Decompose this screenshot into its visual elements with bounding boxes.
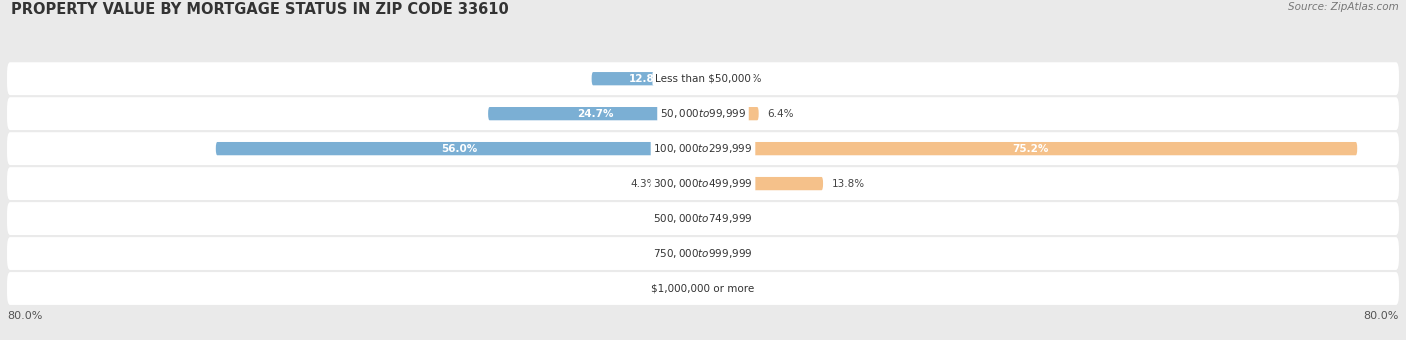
Text: $300,000 to $499,999: $300,000 to $499,999 xyxy=(654,177,752,190)
Text: 0.33%: 0.33% xyxy=(658,249,692,258)
Text: 2.7%: 2.7% xyxy=(735,74,762,84)
Text: 56.0%: 56.0% xyxy=(441,143,478,154)
Text: 6.4%: 6.4% xyxy=(768,109,794,119)
FancyBboxPatch shape xyxy=(7,132,1399,165)
FancyBboxPatch shape xyxy=(7,62,1399,95)
FancyBboxPatch shape xyxy=(703,107,759,120)
Text: Source: ZipAtlas.com: Source: ZipAtlas.com xyxy=(1288,2,1399,12)
FancyBboxPatch shape xyxy=(700,247,703,260)
Text: Less than $50,000: Less than $50,000 xyxy=(655,74,751,84)
FancyBboxPatch shape xyxy=(665,177,703,190)
FancyBboxPatch shape xyxy=(7,97,1399,130)
FancyBboxPatch shape xyxy=(703,212,716,225)
Text: PROPERTY VALUE BY MORTGAGE STATUS IN ZIP CODE 33610: PROPERTY VALUE BY MORTGAGE STATUS IN ZIP… xyxy=(11,2,509,17)
Text: $1,000,000 or more: $1,000,000 or more xyxy=(651,284,755,293)
Text: 12.8%: 12.8% xyxy=(630,74,665,84)
Text: 13.8%: 13.8% xyxy=(832,178,865,189)
Text: 0.41%: 0.41% xyxy=(716,284,748,293)
FancyBboxPatch shape xyxy=(215,142,703,155)
FancyBboxPatch shape xyxy=(7,202,1399,235)
Text: 80.0%: 80.0% xyxy=(1364,311,1399,321)
FancyBboxPatch shape xyxy=(592,72,703,85)
FancyBboxPatch shape xyxy=(488,107,703,120)
FancyBboxPatch shape xyxy=(703,142,1357,155)
FancyBboxPatch shape xyxy=(7,167,1399,200)
FancyBboxPatch shape xyxy=(7,237,1399,270)
Text: 80.0%: 80.0% xyxy=(7,311,42,321)
Text: 75.2%: 75.2% xyxy=(1012,143,1049,154)
FancyBboxPatch shape xyxy=(7,272,1399,305)
Text: $500,000 to $749,999: $500,000 to $749,999 xyxy=(654,212,752,225)
FancyBboxPatch shape xyxy=(703,72,727,85)
Text: 4.3%: 4.3% xyxy=(630,178,657,189)
FancyBboxPatch shape xyxy=(703,282,707,295)
Text: 0.16%: 0.16% xyxy=(659,284,693,293)
Text: $750,000 to $999,999: $750,000 to $999,999 xyxy=(654,247,752,260)
Text: $50,000 to $99,999: $50,000 to $99,999 xyxy=(659,107,747,120)
FancyBboxPatch shape xyxy=(703,177,823,190)
Text: 1.5%: 1.5% xyxy=(724,214,751,224)
FancyBboxPatch shape xyxy=(688,212,703,225)
Text: $100,000 to $299,999: $100,000 to $299,999 xyxy=(654,142,752,155)
Text: 24.7%: 24.7% xyxy=(578,109,614,119)
FancyBboxPatch shape xyxy=(702,282,703,295)
Text: 1.7%: 1.7% xyxy=(652,214,679,224)
